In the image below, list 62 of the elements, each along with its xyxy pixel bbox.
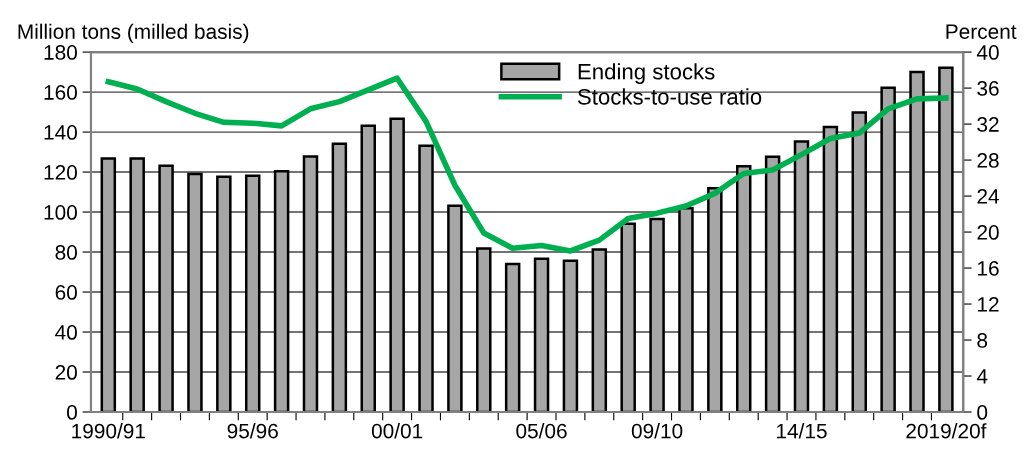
x-tick-label: 95/96 [227, 423, 278, 439]
bar [273, 170, 290, 412]
bar [909, 70, 925, 412]
bar [360, 124, 376, 412]
y2-tick-label: 40 [976, 45, 999, 60]
bar [764, 155, 781, 412]
y2-tick-label: 28 [977, 153, 999, 168]
bar [533, 257, 550, 412]
y2-tick-label: 4 [976, 369, 988, 384]
bar [620, 222, 636, 412]
x-tick-label: 14/15 [777, 423, 827, 439]
bar [880, 86, 896, 412]
y2-tick-label: 16 [978, 261, 999, 276]
y-tick-label: 120 [44, 165, 77, 180]
bar [476, 247, 492, 412]
bar [100, 157, 117, 412]
bar [591, 248, 608, 412]
y2-tick-label: 0 [977, 405, 988, 420]
y-tick-label: 0 [67, 405, 77, 420]
y2-tick-label: 8 [977, 333, 988, 348]
x-tick-label: 2019/20f [906, 423, 987, 439]
bar [678, 207, 694, 412]
y2-tick-label: 36 [977, 81, 999, 96]
y2-tick-label: 20 [977, 225, 999, 240]
bar [331, 142, 348, 412]
bar [707, 187, 723, 412]
y2-tick-label: 12 [978, 297, 999, 312]
y2-tick-label: 32 [977, 117, 999, 132]
y-tick-label: 80 [55, 245, 77, 260]
x-tick-label: 05/06 [516, 423, 567, 439]
y-axis-title: Million tons (milled basis) [18, 23, 249, 44]
bar [649, 217, 665, 412]
y-tick-label: 140 [44, 125, 77, 140]
bar [302, 155, 319, 412]
bar [389, 117, 405, 412]
legend-label: Stocks-to-use ratio [577, 88, 762, 105]
bar [418, 144, 434, 412]
bar [187, 172, 203, 412]
bar [851, 111, 868, 412]
x-tick-label: 1990/91 [72, 423, 145, 439]
bar [938, 66, 954, 412]
y-tick-label: 40 [55, 325, 77, 340]
legend-label: Ending stocks [578, 63, 715, 84]
bar [447, 204, 463, 412]
bar [129, 157, 145, 412]
y2-tick-label: 24 [977, 189, 999, 204]
bar [793, 140, 810, 412]
y-tick-label: 100 [44, 205, 77, 220]
bar [216, 175, 232, 412]
y-tick-label: 160 [44, 85, 77, 100]
bar [244, 174, 261, 412]
bar [504, 262, 521, 412]
bar [735, 165, 752, 412]
x-tick-label: 09/10 [631, 423, 683, 439]
y2-axis-title: Percent [946, 24, 1017, 39]
bar [562, 259, 579, 412]
bar [158, 164, 174, 412]
y-tick-label: 180 [44, 45, 77, 60]
y-tick-label: 60 [55, 285, 77, 300]
bar [822, 125, 839, 412]
y-tick-label: 20 [55, 365, 77, 380]
x-tick-label: 00/01 [371, 423, 423, 439]
